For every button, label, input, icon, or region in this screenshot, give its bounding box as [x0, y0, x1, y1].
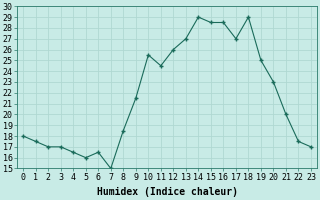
X-axis label: Humidex (Indice chaleur): Humidex (Indice chaleur): [97, 187, 237, 197]
